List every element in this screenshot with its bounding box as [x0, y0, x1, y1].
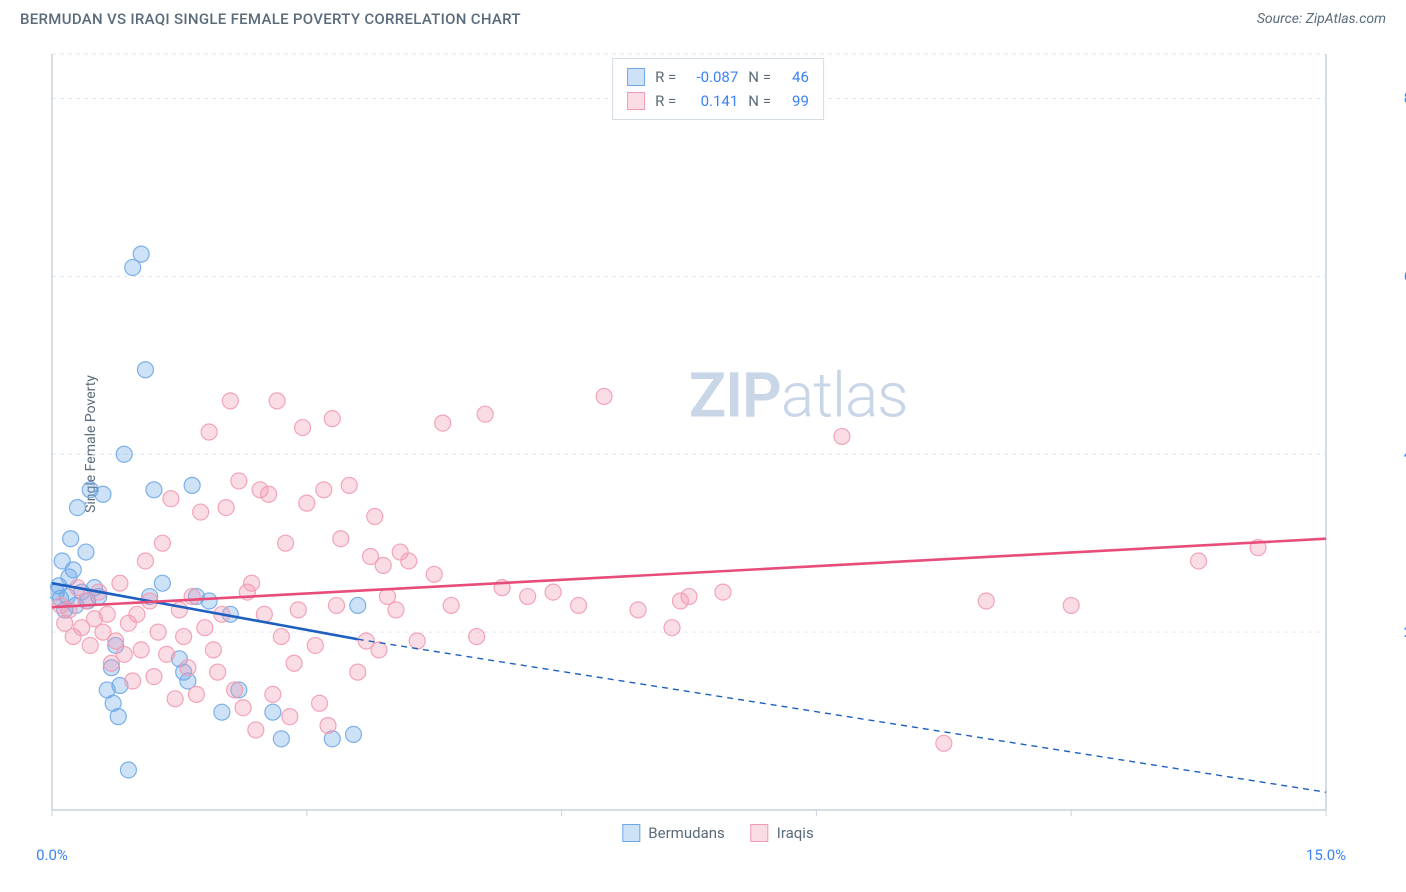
legend-label-iraqis: Iraqis	[777, 824, 814, 842]
stats-legend-box: R = -0.087 N = 46 R = 0.141 N = 99	[612, 58, 824, 120]
swatch-iraqis	[751, 824, 769, 842]
stat-n-iraqis: 99	[781, 89, 809, 113]
stat-label-n: N =	[748, 65, 771, 89]
stats-row-iraqis: R = 0.141 N = 99	[627, 89, 809, 113]
legend-item-bermudans: Bermudans	[622, 824, 724, 842]
stats-row-bermudans: R = -0.087 N = 46	[627, 65, 809, 89]
swatch-bermudans	[622, 824, 640, 842]
swatch-bermudans	[627, 68, 645, 86]
scatter-plot	[50, 48, 1386, 840]
stat-r-iraqis: 0.141	[686, 89, 738, 113]
bottom-legend: Bermudans Iraqis	[622, 824, 813, 842]
chart-title: BERMUDAN VS IRAQI SINGLE FEMALE POVERTY …	[20, 10, 521, 28]
stat-r-bermudans: -0.087	[686, 65, 738, 89]
legend-item-iraqis: Iraqis	[751, 824, 814, 842]
stat-label-r: R =	[655, 89, 676, 113]
stat-label-n: N =	[748, 89, 771, 113]
stat-n-bermudans: 46	[781, 65, 809, 89]
source-attribution: Source: ZipAtlas.com	[1257, 11, 1386, 27]
chart-area: Single Female Poverty ZIPatlas R = -0.08…	[50, 48, 1386, 840]
swatch-iraqis	[627, 92, 645, 110]
x-tick-label: 15.0%	[1306, 846, 1346, 864]
x-tick-label: 0.0%	[36, 846, 68, 864]
stat-label-r: R =	[655, 65, 676, 89]
legend-label-bermudans: Bermudans	[648, 824, 724, 842]
